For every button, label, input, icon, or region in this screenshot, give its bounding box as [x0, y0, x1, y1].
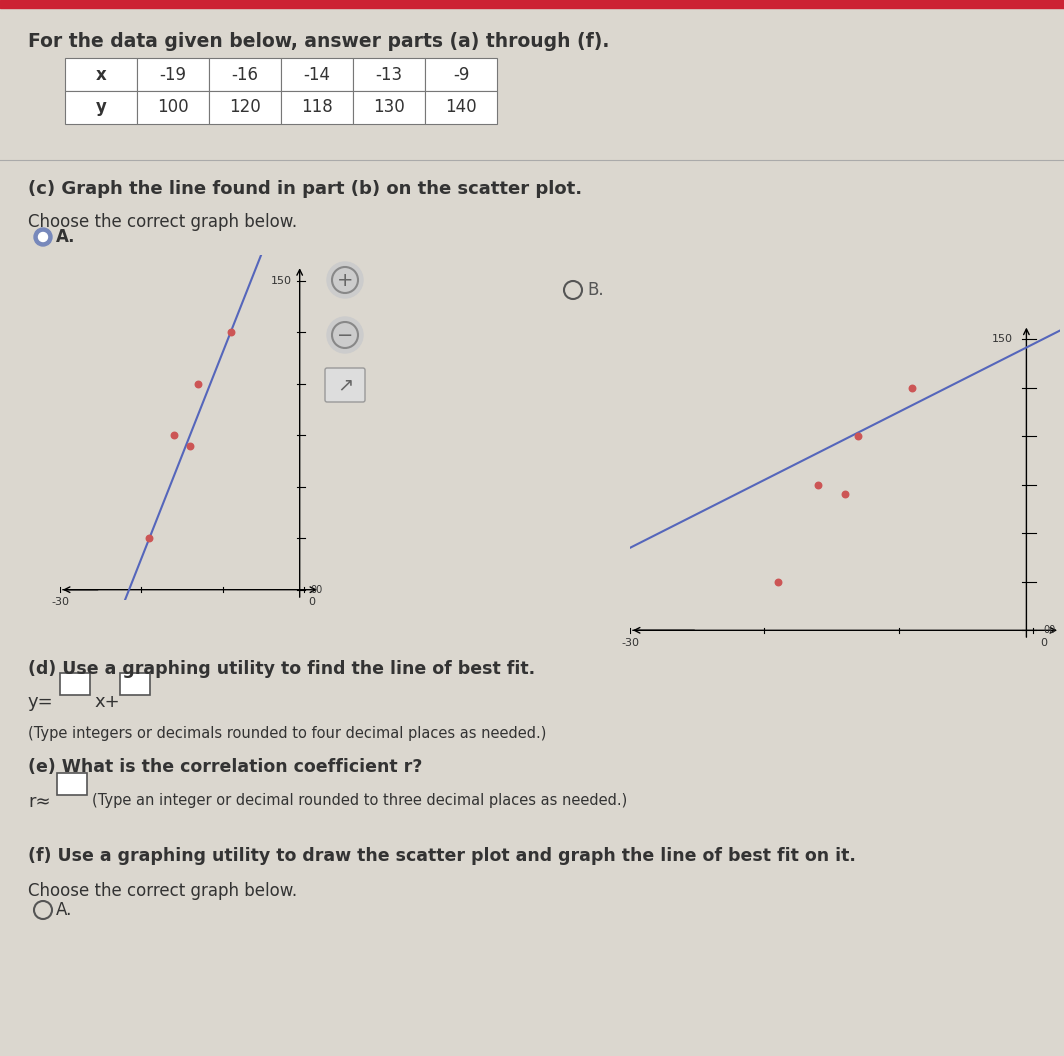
Text: 0: 0 [1040, 638, 1047, 647]
Text: -19: -19 [160, 65, 186, 83]
Bar [57, 773, 87, 795]
Point [222, 324, 239, 341]
Bar [281, 58, 353, 91]
Text: (Type an integer or decimal rounded to three decimal places as needed.): (Type an integer or decimal rounded to t… [92, 793, 628, 808]
Bar [137, 91, 209, 124]
Text: 130: 130 [373, 98, 405, 116]
Text: Choose the correct graph below.: Choose the correct graph below. [28, 213, 297, 231]
Text: For the data given below, answer parts (a) through (f).: For the data given below, answer parts (… [28, 32, 610, 51]
Bar [281, 91, 353, 124]
Text: (c) Graph the line found in part (b) on the scatter plot.: (c) Graph the line found in part (b) on … [28, 180, 582, 199]
Text: 118: 118 [301, 98, 333, 116]
Bar [0, 0, 1064, 8]
Text: -14: -14 [303, 65, 331, 83]
Text: -30: -30 [621, 638, 639, 647]
Text: x+: x+ [94, 693, 119, 711]
Text: 140: 140 [445, 98, 477, 116]
Text: (d) Use a graphing utility to find the line of best fit.: (d) Use a graphing utility to find the l… [28, 660, 535, 678]
Text: 00: 00 [1044, 625, 1057, 636]
Point [836, 486, 853, 503]
Point [850, 428, 867, 445]
Circle shape [38, 232, 48, 242]
Point [810, 476, 827, 493]
Text: Choose the correct graph below.: Choose the correct graph below. [28, 882, 297, 900]
Text: −: − [337, 325, 353, 344]
Point [182, 437, 199, 454]
Bar [60, 673, 90, 695]
Bar [353, 91, 425, 124]
Text: 0: 0 [307, 598, 315, 607]
Text: +: + [336, 270, 353, 289]
Circle shape [327, 317, 363, 353]
Bar [120, 673, 150, 695]
Text: A.: A. [56, 901, 72, 919]
Bar [137, 58, 209, 91]
Text: -9: -9 [453, 65, 469, 83]
Text: x: x [96, 65, 106, 83]
Text: 120: 120 [229, 98, 261, 116]
Text: A.: A. [56, 228, 76, 246]
Circle shape [327, 262, 363, 298]
Bar [65, 91, 137, 124]
Text: 150: 150 [992, 335, 1013, 344]
Point [140, 530, 157, 547]
Bar [209, 58, 281, 91]
Text: -30: -30 [51, 598, 69, 607]
Point [903, 379, 920, 396]
Text: y=: y= [28, 693, 53, 711]
Text: 00: 00 [311, 585, 322, 595]
Bar [353, 58, 425, 91]
Text: ↗: ↗ [337, 376, 353, 395]
Text: (f) Use a graphing utility to draw the scatter plot and graph the line of best f: (f) Use a graphing utility to draw the s… [28, 847, 855, 865]
FancyBboxPatch shape [325, 367, 365, 402]
Text: r≈: r≈ [28, 793, 51, 811]
Circle shape [34, 228, 52, 246]
Text: 100: 100 [157, 98, 188, 116]
Text: -16: -16 [232, 65, 259, 83]
Bar [425, 91, 497, 124]
Bar [425, 58, 497, 91]
Text: B.: B. [587, 281, 603, 299]
Text: (e) What is the correlation coefficient r?: (e) What is the correlation coefficient … [28, 758, 422, 776]
Bar [209, 91, 281, 124]
Point [769, 573, 786, 590]
Point [165, 427, 182, 444]
Text: 150: 150 [270, 276, 292, 286]
Text: -13: -13 [376, 65, 402, 83]
Text: y: y [96, 98, 106, 116]
Bar [65, 58, 137, 91]
Point [189, 375, 206, 392]
Text: (Type integers or decimals rounded to four decimal places as needed.): (Type integers or decimals rounded to fo… [28, 727, 547, 741]
